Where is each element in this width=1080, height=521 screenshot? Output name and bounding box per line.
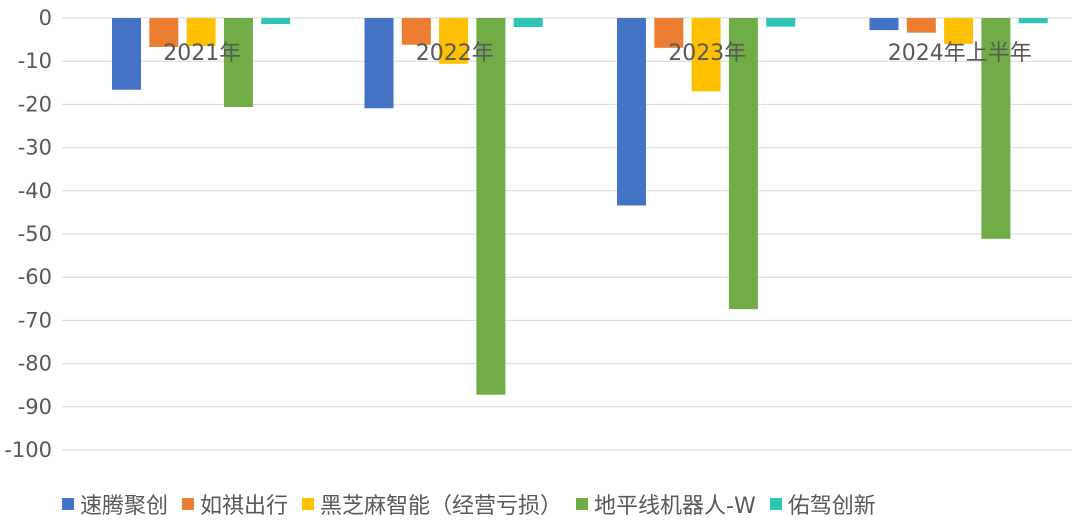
legend-item: 速腾聚创 (62, 488, 168, 520)
y-tick-label: -50 (18, 222, 52, 246)
y-tick-label: -10 (18, 49, 52, 73)
bar (654, 18, 684, 48)
bar (944, 18, 974, 44)
legend-item: 地平线机器人-W (576, 488, 756, 520)
bar (112, 18, 141, 90)
bar (513, 18, 543, 28)
y-tick-label: -100 (4, 438, 52, 462)
legend-label: 速腾聚创 (80, 494, 169, 519)
bar (261, 18, 291, 25)
legend-label: 佑驾创新 (787, 494, 876, 519)
bar (476, 18, 506, 395)
legend-swatch (769, 498, 782, 510)
legend-label: 黑芝麻智能（经营亏损） (320, 494, 563, 519)
y-tick-label: -60 (18, 265, 52, 289)
bar (869, 18, 899, 31)
bar (401, 18, 431, 45)
gridlines (62, 17, 1072, 451)
category-label: 2021年 (163, 41, 241, 66)
y-tick-label: -30 (18, 136, 52, 160)
legend-item: 佑驾创新 (769, 488, 876, 520)
y-tick-label: -90 (18, 395, 52, 419)
bars (112, 18, 1048, 395)
y-tick-label: 0 (39, 6, 52, 30)
legend-item: 如祺出行 (182, 488, 288, 520)
category-label: 2024年上半年 (888, 41, 1032, 66)
bar (766, 18, 796, 27)
y-tick-label: -70 (18, 308, 52, 332)
bar (906, 18, 936, 33)
bar (981, 18, 1011, 239)
bar (728, 18, 758, 310)
bar (1018, 18, 1048, 24)
y-tick-label: -40 (18, 179, 52, 203)
y-axis-tick-labels: 0 -10 -20 -30 -40 -50 -60 -70 -80 -90 -100 (4, 6, 52, 462)
legend-label: 如祺出行 (200, 494, 289, 519)
bar (439, 18, 469, 64)
category-labels: 2021年 2022年 2023年 2024年上半年 (163, 41, 1032, 66)
bar (149, 18, 179, 47)
bar (364, 18, 394, 109)
legend-swatch (62, 498, 74, 510)
legend-swatch (182, 498, 195, 510)
category-label: 2023年 (668, 41, 746, 66)
legend-label: 地平线机器人-W (594, 494, 756, 519)
y-tick-label: -80 (18, 352, 52, 376)
bar (617, 18, 646, 206)
bar (186, 18, 216, 47)
legend-swatch (576, 498, 589, 510)
bar (223, 18, 253, 107)
y-tick-label: -20 (18, 92, 52, 116)
legend: 速腾聚创 如祺出行 黑芝麻智能（经营亏损） 地平线机器人-W 佑驾创新 (62, 488, 876, 520)
category-label: 2022年 (416, 41, 494, 66)
bar (691, 18, 721, 92)
legend-item: 黑芝麻智能（经营亏损） (302, 488, 562, 520)
bar-chart: 0-10-20-30-40-50-60-70-80-90-100 2021年 20… (4, 6, 1072, 462)
legend-swatch (302, 498, 315, 510)
